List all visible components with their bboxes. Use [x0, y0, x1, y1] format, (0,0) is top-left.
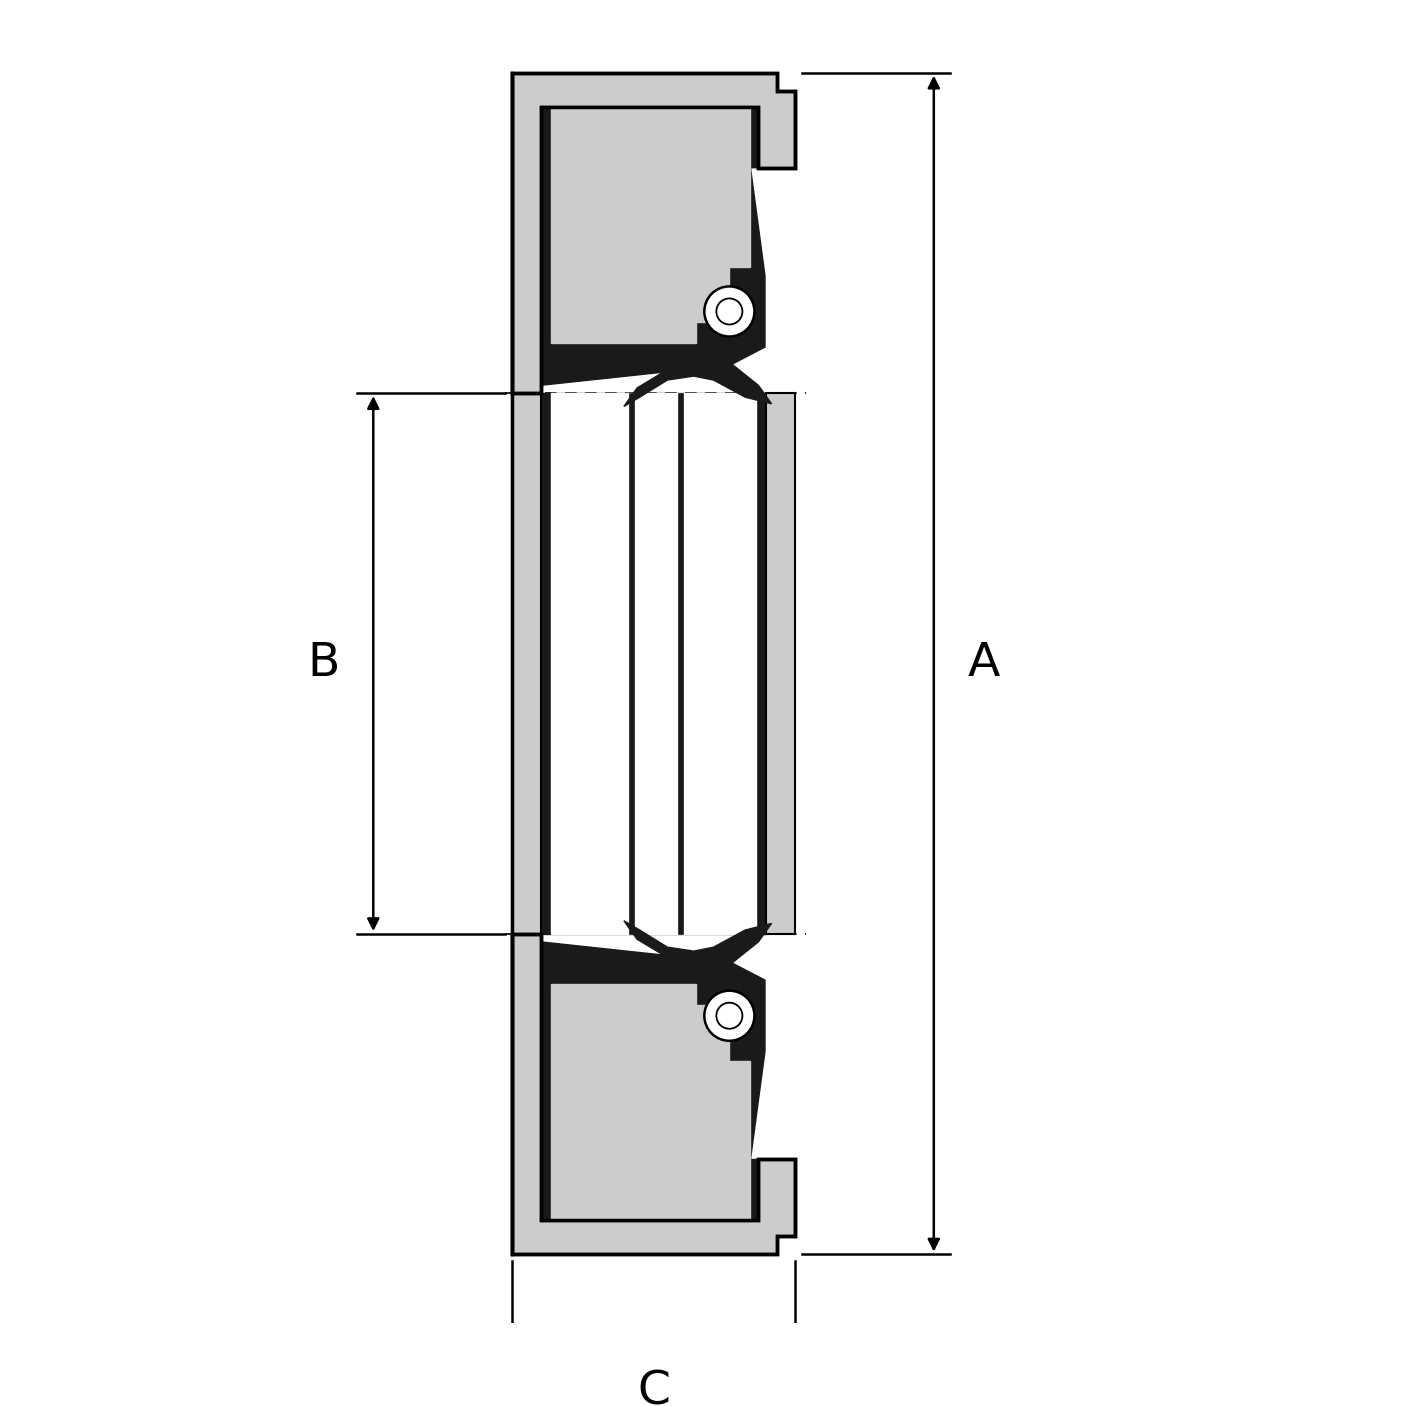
Polygon shape — [512, 934, 796, 1254]
Polygon shape — [678, 394, 683, 934]
Circle shape — [716, 1002, 742, 1029]
Polygon shape — [541, 921, 772, 1220]
Polygon shape — [551, 984, 751, 1220]
Polygon shape — [512, 394, 541, 934]
Polygon shape — [551, 394, 756, 934]
Text: B: B — [307, 641, 339, 686]
Polygon shape — [628, 394, 634, 934]
Circle shape — [716, 298, 742, 325]
Polygon shape — [541, 107, 772, 406]
Polygon shape — [551, 107, 751, 343]
Polygon shape — [541, 394, 766, 934]
Text: C: C — [637, 1369, 671, 1406]
Text: A: A — [967, 641, 1000, 686]
Polygon shape — [766, 394, 796, 934]
Circle shape — [704, 287, 755, 336]
Circle shape — [704, 991, 755, 1040]
Polygon shape — [512, 73, 796, 394]
